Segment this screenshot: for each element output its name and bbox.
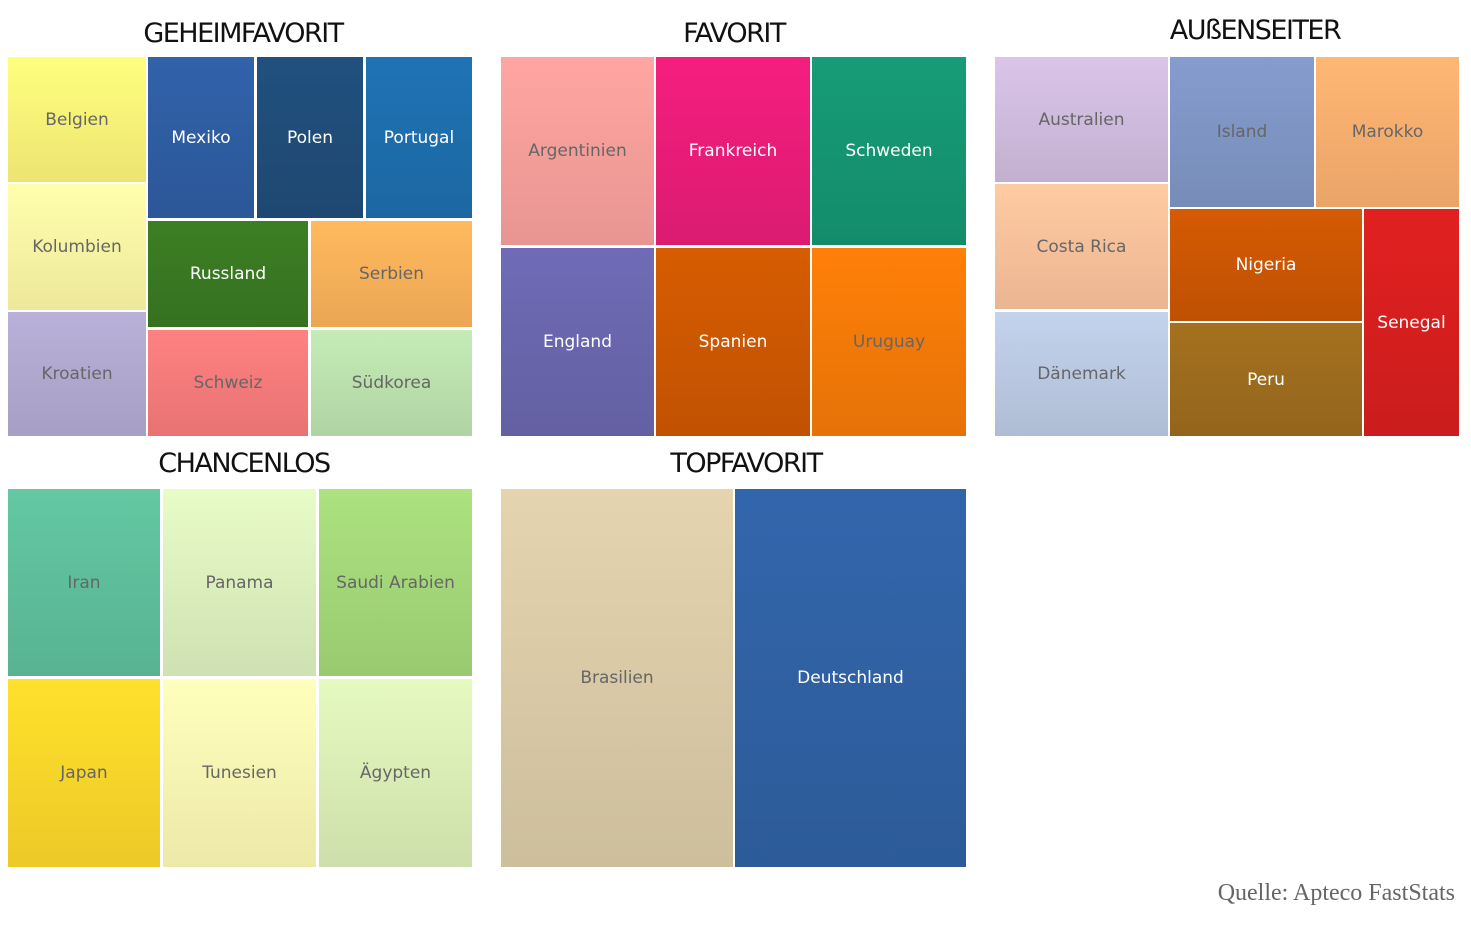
- tile-suedkorea[interactable]: Südkorea: [311, 330, 472, 436]
- tile-spanien[interactable]: Spanien: [656, 248, 810, 436]
- tile-label: Tunesien: [202, 763, 277, 783]
- tile-label: Belgien: [45, 109, 109, 130]
- tile-portugal[interactable]: Portugal: [366, 57, 472, 218]
- tile-serbien[interactable]: Serbien: [311, 221, 472, 327]
- tile-brasilien[interactable]: Brasilien: [501, 489, 733, 867]
- tile-label: Kroatien: [41, 364, 113, 384]
- tile-label: Dänemark: [1037, 364, 1126, 384]
- tile-label: Portugal: [383, 127, 455, 148]
- tile-island[interactable]: Island: [1170, 57, 1314, 207]
- tile-label: Deutschland: [797, 668, 904, 688]
- group-title-topfavorit: TOPFAVORIT: [670, 448, 823, 479]
- tile-label: Uruguay: [852, 332, 926, 352]
- tile-label: Costa Rica: [1036, 236, 1127, 257]
- tile-mexiko[interactable]: Mexiko: [148, 57, 254, 218]
- tile-label: Senegal: [1377, 312, 1446, 333]
- tile-label: Spanien: [698, 332, 768, 352]
- tile-label: Saudi Arabien: [336, 572, 455, 593]
- tile-england[interactable]: England: [501, 248, 654, 436]
- tile-frankreich[interactable]: Frankreich: [656, 57, 810, 245]
- source-note: Quelle: Apteco FastStats: [1217, 880, 1455, 906]
- tile-costa-rica[interactable]: Costa Rica: [995, 184, 1168, 309]
- tile-panama[interactable]: Panama: [163, 489, 316, 676]
- tile-label: Kolumbien: [32, 237, 122, 257]
- tile-deutschland[interactable]: Deutschland: [735, 489, 966, 867]
- tile-label: Südkorea: [351, 373, 432, 393]
- tile-label: Russland: [189, 264, 267, 284]
- tile-belgien[interactable]: Belgien: [8, 57, 146, 182]
- tile-label: England: [542, 332, 612, 352]
- tile-tunesien[interactable]: Tunesien: [163, 679, 316, 867]
- tile-label: Brasilien: [580, 668, 654, 688]
- tile-senegal[interactable]: Senegal: [1364, 209, 1459, 436]
- tile-label: Australien: [1038, 109, 1125, 130]
- group-title-favorit: FAVORIT: [683, 18, 786, 49]
- tile-daenemark[interactable]: Dänemark: [995, 312, 1168, 436]
- tile-saudi-arabien[interactable]: Saudi Arabien: [319, 489, 472, 676]
- tile-label: Iran: [67, 572, 101, 593]
- tile-label: Polen: [286, 127, 333, 148]
- tile-argentinien[interactable]: Argentinien: [501, 57, 654, 245]
- group-title-chancenlos: CHANCENLOS: [158, 448, 331, 479]
- tile-schweiz[interactable]: Schweiz: [148, 330, 308, 436]
- tile-polen[interactable]: Polen: [257, 57, 363, 218]
- group-title-geheimfavorit: GEHEIMFAVORIT: [143, 18, 344, 49]
- tile-label: Schweiz: [193, 373, 263, 393]
- tile-label: Island: [1216, 122, 1268, 142]
- group-title-aussenseiter: AUßENSEITER: [1169, 15, 1342, 46]
- tile-label: Japan: [60, 763, 108, 783]
- tile-schweden[interactable]: Schweden: [812, 57, 966, 245]
- tile-label: Nigeria: [1235, 255, 1297, 275]
- tile-label: Marokko: [1351, 122, 1424, 142]
- tile-label: Peru: [1247, 369, 1285, 390]
- tile-marokko[interactable]: Marokko: [1316, 57, 1459, 207]
- tile-kroatien[interactable]: Kroatien: [8, 312, 146, 436]
- tile-uruguay[interactable]: Uruguay: [812, 248, 966, 436]
- tile-label: Argentinien: [528, 141, 627, 161]
- tile-russland[interactable]: Russland: [148, 221, 308, 327]
- tile-kolumbien[interactable]: Kolumbien: [8, 184, 146, 310]
- tile-nigeria[interactable]: Nigeria: [1170, 209, 1362, 321]
- tile-aegypten[interactable]: Ägypten: [319, 679, 472, 867]
- tile-peru[interactable]: Peru: [1170, 323, 1362, 436]
- tile-label: Mexiko: [171, 127, 231, 148]
- tile-label: Panama: [205, 572, 274, 593]
- tile-label: Serbien: [359, 264, 424, 284]
- tile-label: Ägypten: [359, 763, 432, 783]
- tile-iran[interactable]: Iran: [8, 489, 160, 676]
- tile-australien[interactable]: Australien: [995, 57, 1168, 182]
- tile-label: Schweden: [845, 141, 933, 161]
- tile-japan[interactable]: Japan: [8, 679, 160, 867]
- tile-label: Frankreich: [688, 141, 778, 161]
